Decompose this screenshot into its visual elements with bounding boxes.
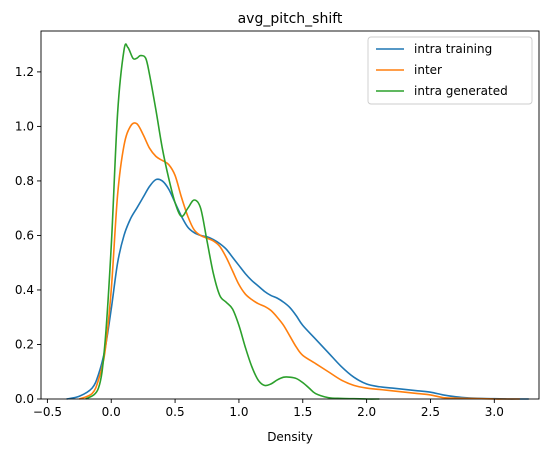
- x-axis-label: Density: [267, 430, 313, 444]
- series-layer: [66, 43, 529, 400]
- y-tick-label: 0.0: [15, 392, 34, 406]
- x-tick-label: 1.0: [229, 405, 248, 419]
- x-tick-label: 0.0: [102, 405, 121, 419]
- legend-entries: intra training inter intra generated: [376, 42, 508, 98]
- y-tick-label: 0.2: [15, 337, 34, 351]
- legend-label: intra training: [414, 42, 492, 56]
- y-tick-label: 0.8: [15, 174, 34, 188]
- x-tick-label: 0.5: [166, 405, 185, 419]
- plot-frame: [40, 30, 540, 400]
- legend: intra training inter intra generated: [367, 36, 533, 105]
- x-tick-label: 2.0: [357, 405, 376, 419]
- x-tick-label: −0.5: [33, 405, 62, 419]
- series-line-3: [85, 43, 380, 400]
- y-axis: 0.0 0.2 0.4 0.6 0.8 1.0 1.2: [15, 65, 41, 406]
- legend-label: intra generated: [414, 84, 508, 98]
- x-tick-label: 1.5: [293, 405, 312, 419]
- series-line-2: [78, 122, 520, 400]
- y-tick-label: 0.4: [15, 283, 34, 297]
- series-line-1: [66, 178, 529, 400]
- legend-box: [367, 36, 533, 105]
- chart-title: avg_pitch_shift: [238, 11, 343, 27]
- y-tick-label: 0.6: [15, 228, 34, 242]
- x-tick-label: 2.5: [421, 405, 440, 419]
- x-tick-label: 3.0: [485, 405, 504, 419]
- y-tick-label: 1.0: [15, 119, 34, 133]
- x-axis: −0.5 0.0 0.5 1.0 1.5 2.0 2.5 3.0: [33, 399, 504, 419]
- y-tick-label: 1.2: [15, 65, 34, 79]
- legend-label: inter: [414, 63, 442, 77]
